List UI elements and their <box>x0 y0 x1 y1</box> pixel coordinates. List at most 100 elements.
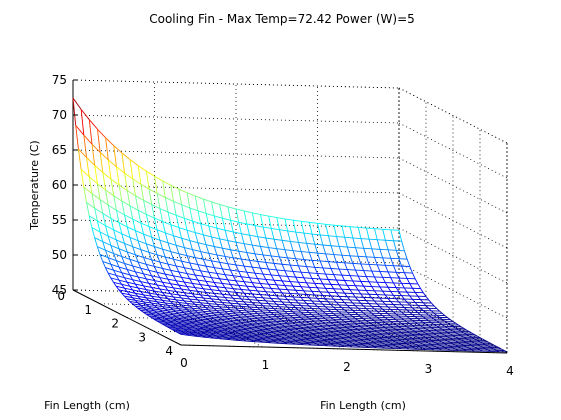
mesh-line <box>186 303 190 307</box>
mesh-line <box>170 307 174 311</box>
mesh-line <box>268 216 272 229</box>
mesh-line <box>194 315 198 318</box>
mesh-line <box>210 316 215 320</box>
mesh-line <box>297 293 302 298</box>
mesh-line <box>324 336 329 339</box>
mesh-line <box>205 329 214 332</box>
mesh-line <box>189 328 198 330</box>
mesh-line <box>129 274 133 280</box>
mesh-line <box>214 215 223 219</box>
mesh-line <box>312 233 321 236</box>
mesh-line <box>232 316 242 319</box>
mesh-line <box>140 291 144 296</box>
mesh-line <box>238 222 242 234</box>
mesh-line <box>240 312 245 315</box>
mesh-line <box>403 287 408 293</box>
mesh-line <box>292 219 302 222</box>
mesh-line <box>243 339 247 342</box>
mesh-line <box>213 322 222 325</box>
mesh-line <box>194 309 204 312</box>
mesh-line <box>232 337 241 339</box>
mesh-line <box>439 317 443 320</box>
mesh-line <box>276 217 280 230</box>
mesh-line <box>173 296 182 299</box>
mesh-line <box>268 303 277 305</box>
mesh-line <box>213 318 223 320</box>
mesh-line <box>401 304 405 308</box>
mesh-line <box>290 281 299 283</box>
mesh-line <box>164 232 169 243</box>
mesh-line <box>325 288 329 293</box>
mesh-line <box>349 319 353 323</box>
mesh-line <box>200 302 204 306</box>
mesh-line <box>118 279 123 285</box>
mesh-line <box>387 319 391 322</box>
mesh-line <box>390 342 394 345</box>
mesh-line <box>195 195 204 200</box>
mesh-line <box>254 321 258 324</box>
mesh-line <box>262 311 266 315</box>
mesh-line <box>346 343 350 346</box>
mesh-line <box>485 340 489 343</box>
mesh-line <box>338 331 342 334</box>
mesh-line <box>259 340 268 342</box>
mesh-line <box>227 291 236 293</box>
mesh-line <box>281 336 285 339</box>
mesh-line <box>97 183 106 191</box>
mesh-line <box>224 325 228 328</box>
mesh-line <box>129 205 139 211</box>
mesh-line <box>317 252 321 262</box>
mesh-line <box>224 324 233 327</box>
mesh-line <box>96 220 101 233</box>
mesh-line <box>162 306 166 310</box>
mesh-line <box>210 336 214 339</box>
mesh-line <box>360 326 364 329</box>
mesh-line <box>436 308 440 312</box>
mesh-line <box>221 334 225 338</box>
mesh-line <box>194 323 203 326</box>
mesh-line <box>417 312 421 316</box>
mesh-line <box>344 320 348 324</box>
mesh-line <box>411 342 415 345</box>
mesh-line <box>173 303 182 306</box>
mesh-line <box>178 332 187 335</box>
mesh-line <box>107 236 112 246</box>
mesh-line <box>395 345 399 348</box>
mesh-line <box>151 204 161 209</box>
mesh-line <box>412 314 416 317</box>
mesh-line <box>449 329 454 332</box>
mesh-line <box>265 237 269 248</box>
mesh-line <box>308 331 312 334</box>
mesh-line <box>164 317 174 320</box>
mesh-line <box>384 294 389 299</box>
mesh-line <box>292 296 296 301</box>
mesh-line <box>151 259 160 263</box>
mesh-line <box>287 299 296 301</box>
mesh-line <box>184 217 193 222</box>
mesh-line <box>167 310 176 313</box>
mesh-line <box>164 197 169 213</box>
mesh-line <box>373 338 377 341</box>
mesh-line <box>208 295 217 298</box>
mesh-line <box>360 321 364 325</box>
mesh-line <box>324 340 328 343</box>
mesh-line <box>354 340 358 343</box>
mesh-line <box>246 316 250 319</box>
mesh-line <box>232 305 236 309</box>
mesh-line <box>428 307 432 312</box>
mesh-line <box>162 268 171 271</box>
mesh-line <box>365 333 369 336</box>
mesh-line <box>276 248 285 251</box>
mesh-line <box>189 328 193 331</box>
mesh-line <box>145 264 150 271</box>
mesh-line <box>227 330 236 332</box>
mesh-line <box>116 239 125 244</box>
mesh-line <box>346 317 351 321</box>
mesh-line <box>341 332 345 336</box>
mesh-line <box>422 331 426 334</box>
mesh-line <box>466 334 470 337</box>
mesh-line <box>181 319 190 322</box>
mesh-line <box>216 328 225 330</box>
mesh-line <box>384 322 388 325</box>
mesh-line <box>224 320 228 324</box>
